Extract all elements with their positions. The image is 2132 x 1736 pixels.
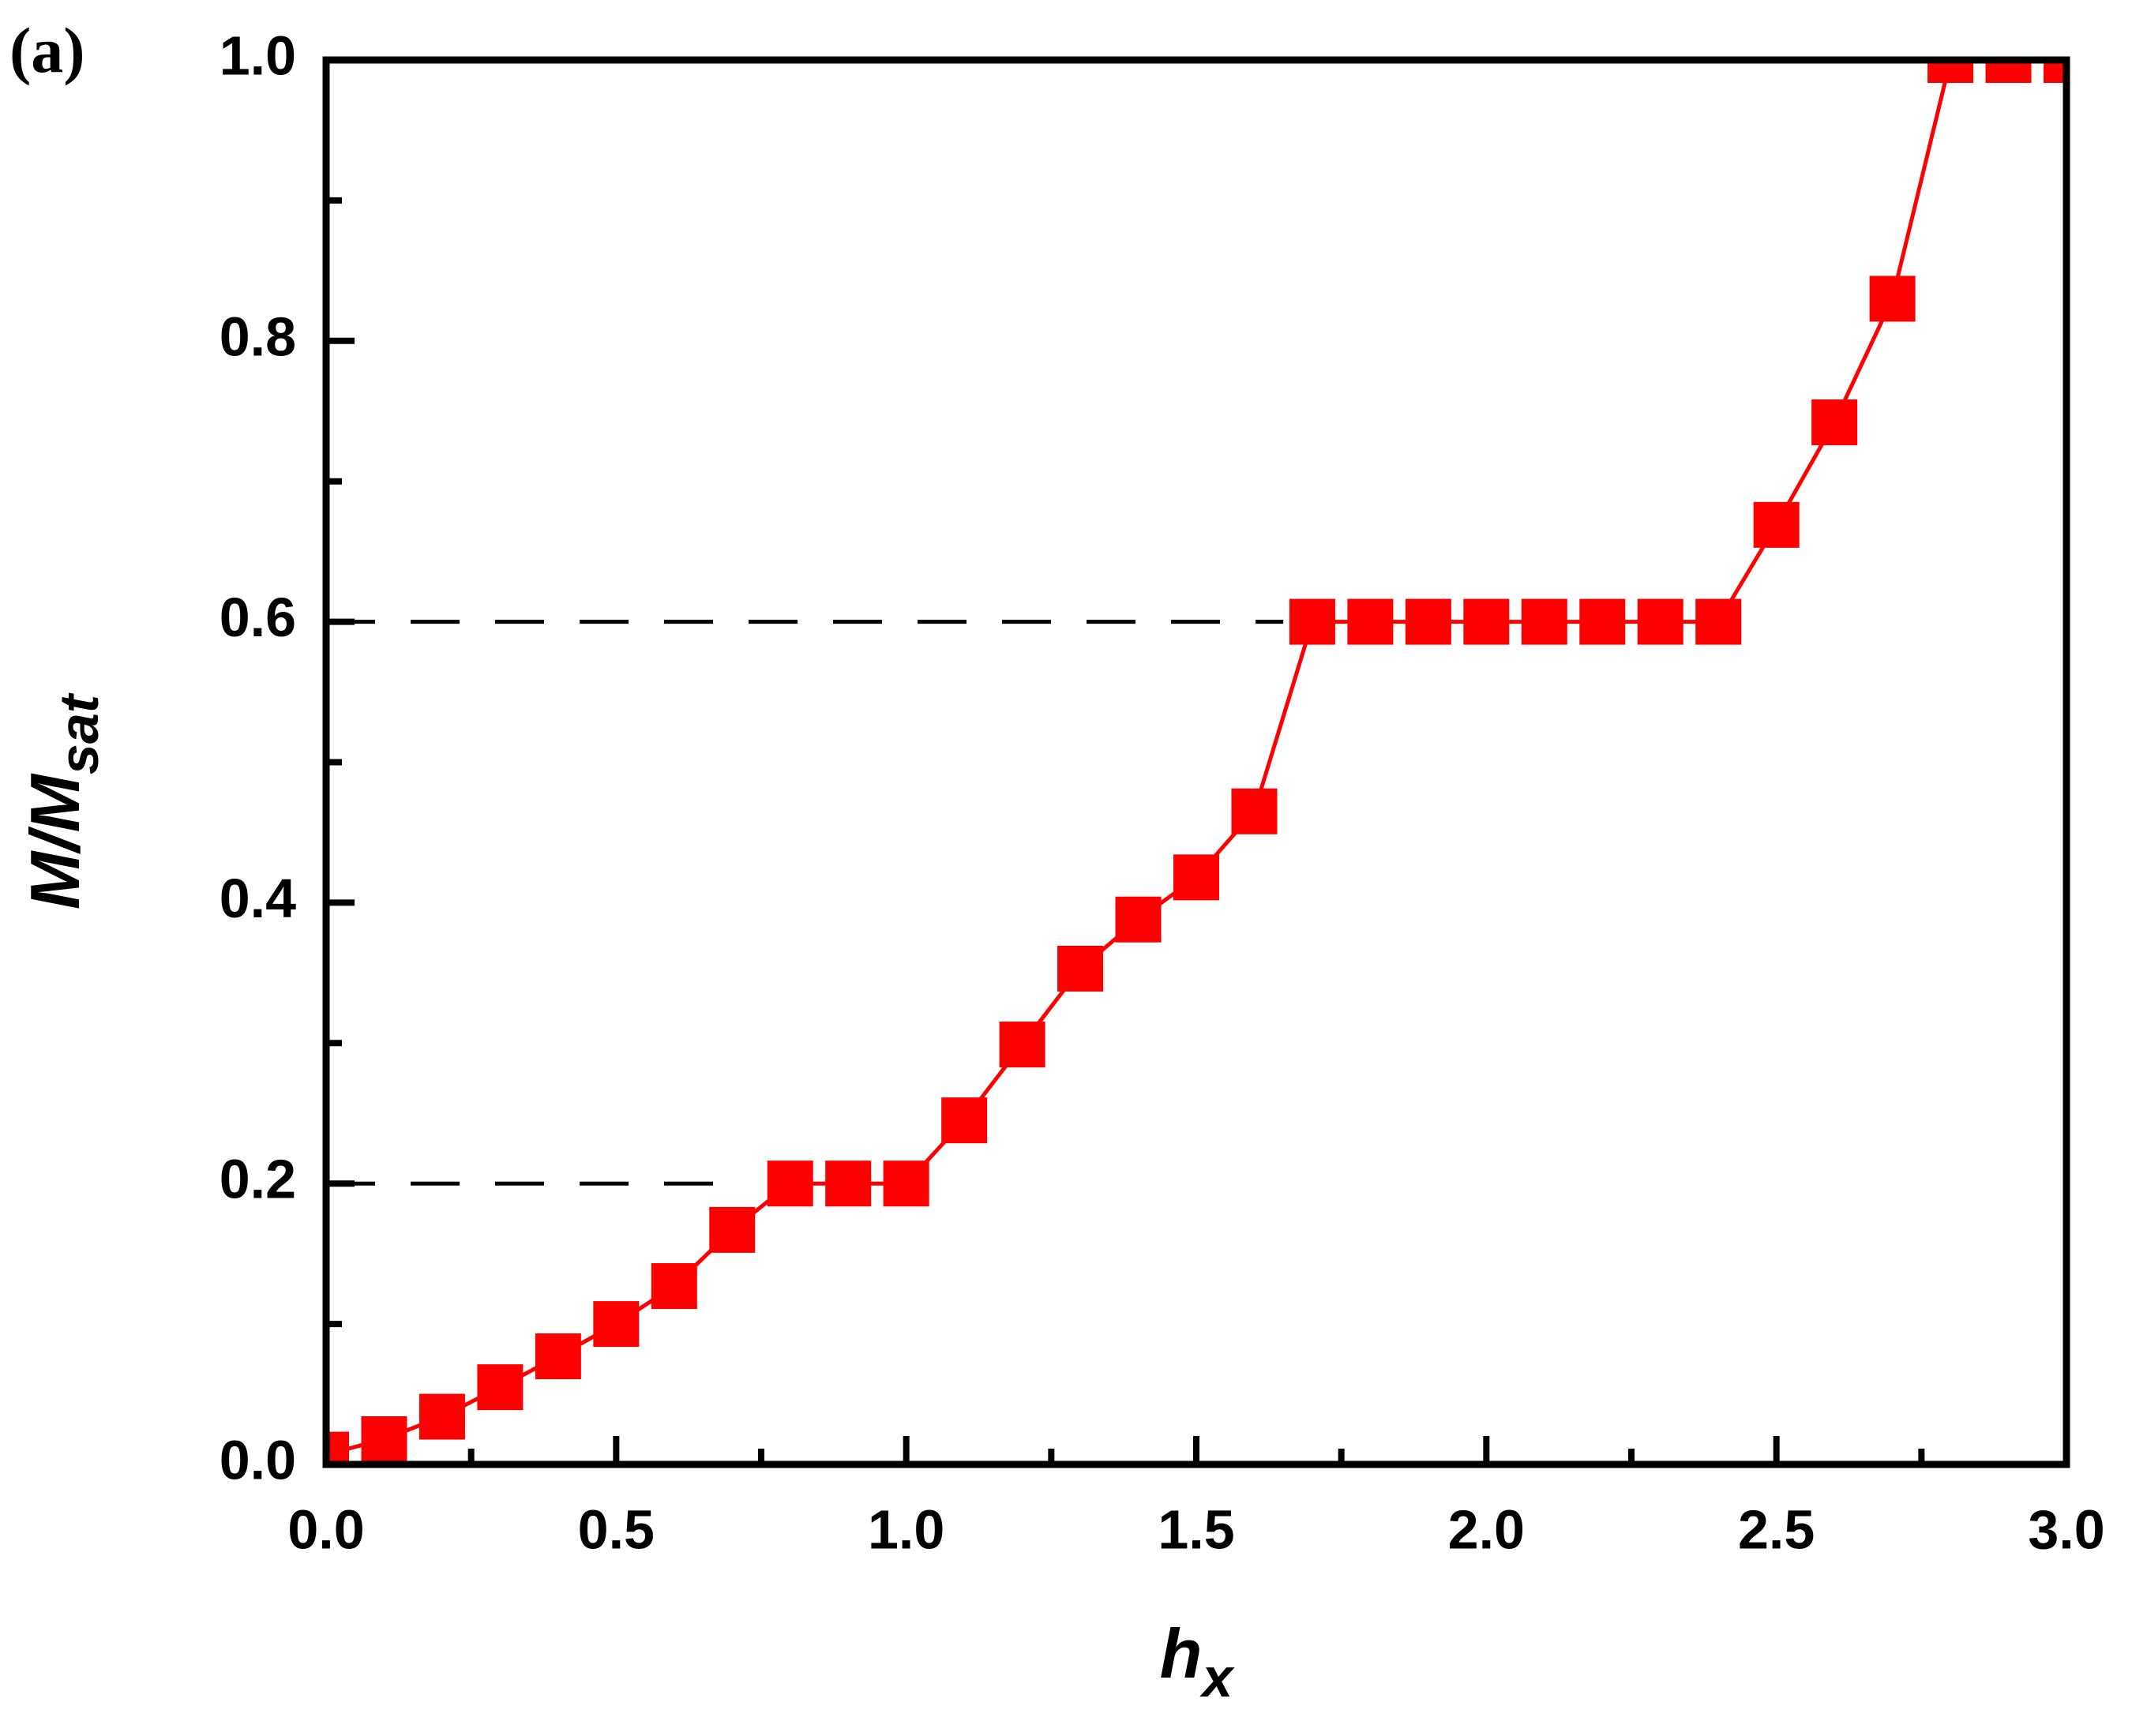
y-tick-label: 0.8 (220, 306, 296, 367)
x-label-main: h (1160, 1614, 1203, 1693)
plot-area (326, 60, 2066, 1464)
marker (1289, 598, 1335, 645)
marker (1115, 896, 1162, 943)
y-axis-label: M/Msat (16, 692, 110, 909)
y-tick-label: 0.0 (220, 1429, 296, 1490)
marker (419, 1393, 465, 1440)
marker (326, 1431, 349, 1464)
marker (1463, 598, 1510, 645)
marker (361, 1415, 407, 1462)
marker (1579, 598, 1626, 645)
y-tick-label: 1.0 (220, 24, 296, 86)
marker (709, 1206, 756, 1253)
marker (941, 1097, 988, 1144)
x-tick-label: 2.0 (1448, 1498, 1525, 1560)
marker (883, 1160, 929, 1207)
marker (767, 1160, 813, 1207)
marker (2044, 60, 2066, 83)
panel-label: (a) (9, 14, 85, 86)
plot-frame (322, 56, 2070, 1468)
marker (1927, 60, 1974, 83)
marker (1405, 598, 1451, 645)
y-label-main: M/M (16, 773, 94, 909)
x-tick-label: 0.5 (578, 1498, 655, 1560)
series-line (326, 60, 2066, 1457)
x-tick-label: 3.0 (2028, 1498, 2104, 1560)
marker (1057, 946, 1104, 992)
marker (1347, 598, 1394, 645)
marker (1695, 598, 1742, 645)
marker (1521, 598, 1567, 645)
x-axis-label: hx (1160, 1614, 1236, 1708)
marker (1811, 399, 1858, 445)
y-tick-label: 0.2 (220, 1149, 296, 1210)
marker (825, 1160, 872, 1207)
x-tick-label: 2.5 (1738, 1498, 1815, 1560)
x-tick-label: 1.0 (868, 1498, 944, 1560)
x-tick-label: 0.0 (287, 1498, 364, 1560)
marker (999, 1022, 1045, 1068)
y-label-sub: sat (48, 692, 110, 774)
y-tick-label: 0.6 (220, 587, 296, 648)
marker (1637, 598, 1683, 645)
marker (1985, 60, 2032, 83)
marker (1231, 788, 1278, 834)
marker (1753, 501, 1800, 548)
y-tick-label: 0.4 (220, 868, 296, 929)
marker (651, 1263, 697, 1310)
marker (535, 1333, 581, 1380)
marker (477, 1364, 524, 1411)
marker (593, 1301, 640, 1348)
marker (1869, 276, 1916, 322)
marker (1173, 854, 1219, 901)
x-label-sub: x (1199, 1647, 1235, 1708)
x-tick-label: 1.5 (1158, 1498, 1234, 1560)
